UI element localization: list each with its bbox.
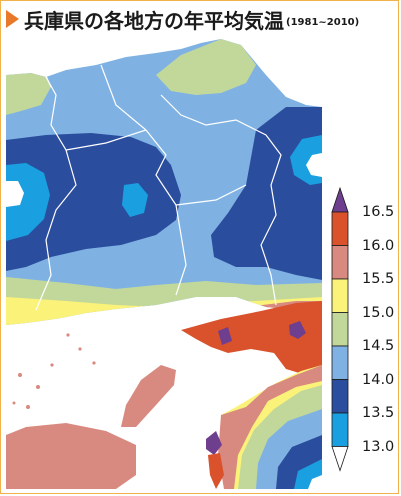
legend-label: 15.0 [362,304,395,321]
zone-east-dark [211,107,322,280]
legend-colorbar [331,186,349,472]
title-arrow-icon [6,10,19,28]
legend-label: 15.5 [362,271,395,287]
legend-band-5 [331,345,349,380]
title-row: 兵庫県の各地方の年平均気温 (1981~2010) [6,6,360,33]
map-title: 兵庫県の各地方の年平均気温 [24,8,284,33]
zone-north-east-green [156,39,256,95]
zone-west-dark [6,133,181,271]
map-period: (1981~2010) [286,17,360,28]
legend-label: 14.0 [362,371,395,388]
zone-north-west-green [6,73,51,115]
zone-east-coldest [306,153,322,177]
legend-label: 16.5 [362,204,395,220]
zone-west-coldest [6,181,24,207]
legend-band-1 [331,211,349,246]
coastal-warm-zone [181,301,322,375]
legend-band-2 [331,245,349,280]
shodo-island [121,365,176,427]
awaji-island [206,365,322,489]
legend-label: 16.0 [362,237,395,254]
boundaries [25,39,282,311]
legend: 16.5 16.0 15.5 15.0 14.5 14.0 13.5 13.0 [328,180,400,480]
legend-band-above [331,186,349,213]
temperature-map [6,35,322,489]
islets [12,333,96,409]
zone-hot-spot-east [289,321,306,339]
legend-band-7 [331,412,349,447]
legend-band-below [331,446,349,472]
legend-label: 13.5 [362,405,395,421]
legend-label: 14.5 [362,338,395,354]
west-island [6,423,136,489]
legend-band-6 [331,379,349,414]
zone-center-cold [122,183,148,217]
legend-label: 13.0 [362,438,395,455]
legend-band-4 [331,312,349,347]
zone-hot-spot-west [218,327,232,345]
legend-band-3 [331,278,349,313]
